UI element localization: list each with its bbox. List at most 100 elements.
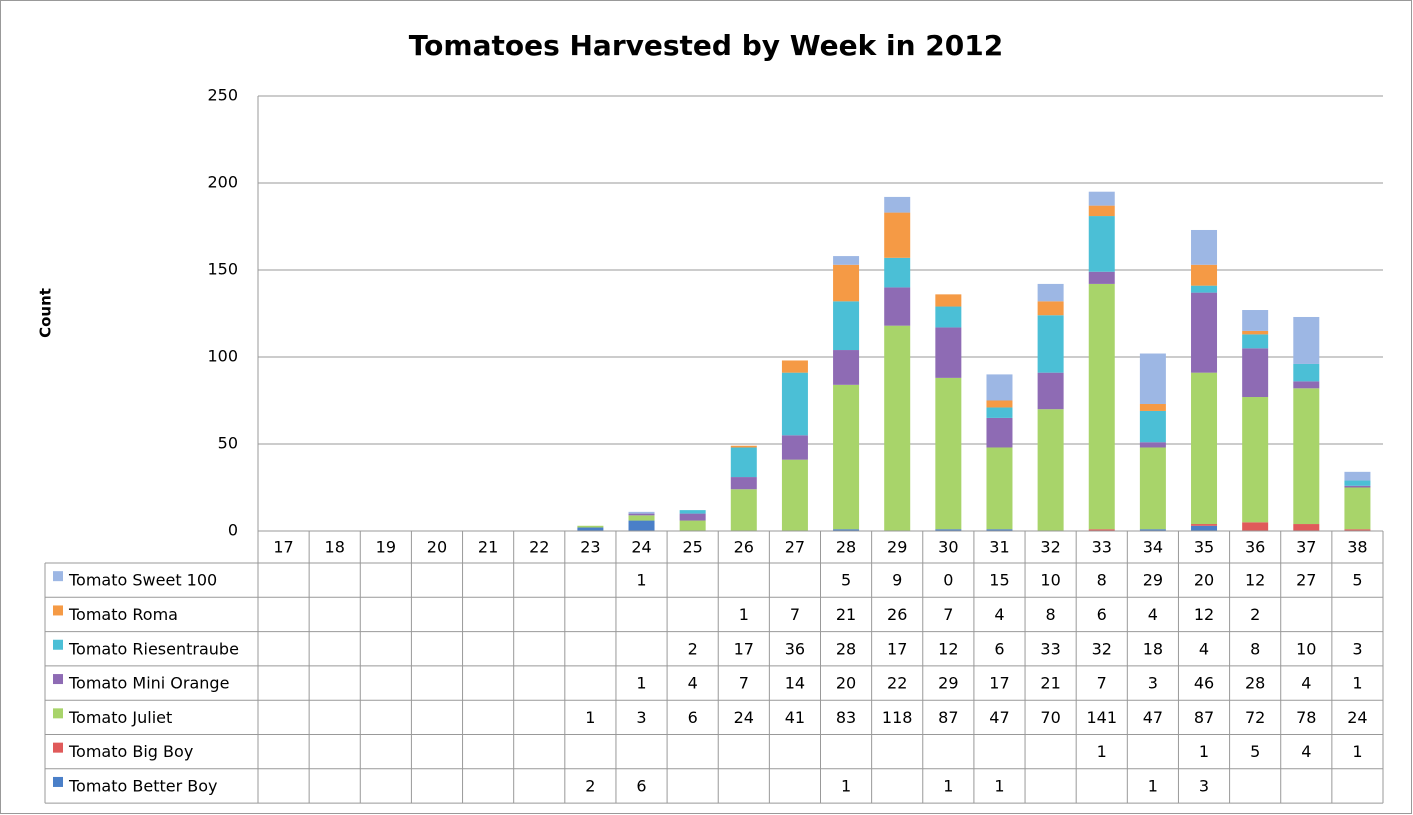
bar-segment [1191, 229, 1218, 265]
x-tick-label: 25 [682, 538, 702, 557]
bar-segment [1139, 403, 1166, 411]
table-value: 8 [1097, 571, 1107, 590]
bar-segment [1293, 363, 1320, 382]
bar-segment [986, 529, 1013, 531]
table-value: 1 [636, 674, 646, 693]
x-tick-label: 28 [836, 538, 856, 557]
bar-segment [679, 510, 706, 514]
bar-segment [833, 529, 860, 531]
table-value: 24 [734, 708, 754, 727]
table-value: 8 [1046, 605, 1056, 624]
bar-segment [1191, 525, 1218, 531]
table-value: 21 [1040, 674, 1060, 693]
legend-swatch [53, 605, 63, 616]
bar-segment [935, 529, 962, 531]
table-value: 20 [836, 674, 856, 693]
table-value: 118 [882, 708, 913, 727]
bar-segment [1139, 442, 1166, 448]
bar-segment [628, 511, 655, 514]
legend-swatch [53, 708, 63, 719]
table-value: 4 [994, 605, 1004, 624]
table-value: 4 [1199, 639, 1209, 658]
table-value: 7 [790, 605, 800, 624]
table-value: 12 [938, 639, 958, 658]
table-value: 3 [1148, 674, 1158, 693]
table-value: 36 [785, 639, 805, 658]
table-value: 28 [1245, 674, 1265, 693]
bar-segment [935, 294, 962, 307]
bar-segment [1037, 283, 1064, 302]
bar-segment [1191, 264, 1218, 286]
table-value: 78 [1296, 708, 1316, 727]
table-value: 17 [887, 639, 907, 658]
table-value: 7 [1097, 674, 1107, 693]
table-value: 7 [943, 605, 953, 624]
bar-segment [628, 513, 655, 516]
bar-segment [781, 435, 808, 460]
x-tick-label: 35 [1194, 538, 1214, 557]
bar-segment [833, 264, 860, 302]
table-value: 27 [1296, 571, 1316, 590]
bar-segment [1088, 529, 1115, 531]
x-tick-label: 18 [325, 538, 345, 557]
x-tick-label: 33 [1092, 538, 1112, 557]
table-value: 18 [1143, 639, 1163, 658]
legend-swatch [53, 674, 63, 685]
x-tick-label: 38 [1347, 538, 1367, 557]
table-value: 83 [836, 708, 856, 727]
bar-segment [1037, 409, 1064, 531]
bar-segment [986, 447, 1013, 530]
x-tick-label: 17 [273, 538, 293, 557]
bar-segment [1242, 310, 1269, 331]
table-value: 14 [785, 674, 805, 693]
y-tick-label: 0 [228, 521, 238, 540]
legend-swatch [53, 776, 63, 787]
bar-segment [1191, 285, 1218, 293]
x-tick-label: 36 [1245, 538, 1265, 557]
table-value: 1 [1352, 674, 1362, 693]
table-value: 6 [688, 708, 698, 727]
bar-segment [935, 306, 962, 328]
bar-segment [781, 360, 808, 373]
bar-segment [1344, 471, 1371, 481]
y-tick-label: 50 [218, 434, 238, 453]
bar-segment [730, 445, 757, 448]
bar-segment [1088, 205, 1115, 217]
table-value: 1 [943, 776, 953, 795]
x-tick-label: 19 [376, 538, 396, 557]
legend-label: Tomato Sweet 100 [68, 571, 217, 590]
bar-segment [1344, 487, 1371, 530]
table-value: 6 [994, 639, 1004, 658]
bar-segment [781, 459, 808, 531]
table-value: 33 [1040, 639, 1060, 658]
bar-segment [884, 325, 911, 531]
table-value: 2 [688, 639, 698, 658]
bar-segment [1242, 330, 1269, 335]
table-value: 21 [836, 605, 856, 624]
table-value: 6 [636, 776, 646, 795]
bar-segment [679, 513, 706, 521]
table-value: 17 [989, 674, 1009, 693]
table-value: 1 [994, 776, 1004, 795]
legend-label: Tomato Big Boy [68, 742, 193, 761]
table-value: 47 [989, 708, 1009, 727]
bar-segment [884, 257, 911, 288]
table-value: 70 [1040, 708, 1060, 727]
table-value: 2 [1250, 605, 1260, 624]
x-tick-label: 22 [529, 538, 549, 557]
x-tick-label: 37 [1296, 538, 1316, 557]
bar-segment [986, 417, 1013, 448]
bar-segment [1344, 480, 1371, 486]
bar-segment [884, 196, 911, 213]
bar-segment [1242, 522, 1269, 531]
bar-segment [833, 256, 860, 265]
y-tick-label: 150 [207, 260, 238, 279]
x-tick-label: 29 [887, 538, 907, 557]
legend-label: Tomato Juliet [68, 708, 172, 727]
bar-segment [1242, 334, 1269, 349]
bar-segment [1139, 529, 1166, 531]
table-value: 2 [585, 776, 595, 795]
y-tick-label: 250 [207, 86, 238, 105]
bar-segment [1037, 372, 1064, 410]
